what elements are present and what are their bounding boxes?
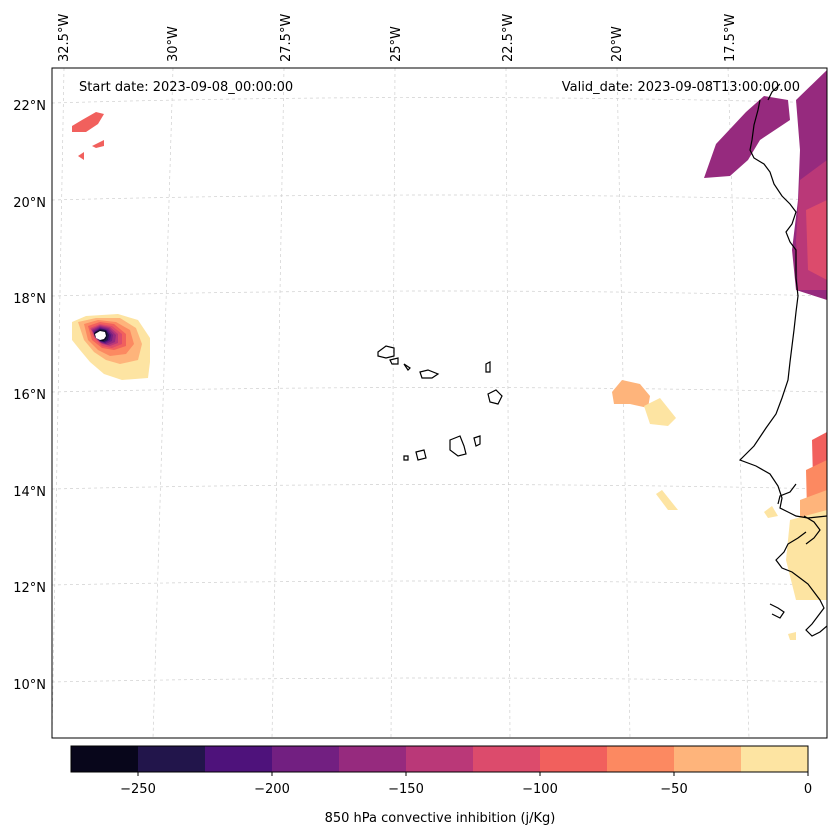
cin-patch <box>78 152 84 160</box>
lon-tick-17.5: 17.5°W <box>723 14 738 62</box>
map-area <box>52 68 827 738</box>
colorbar-swatch <box>272 746 340 772</box>
island-santo-antao <box>377 345 395 359</box>
colorbar-label: 850 hPa convective inhibition (j/Kg) <box>325 811 556 826</box>
colorbar-tick-label: 0 <box>804 782 812 797</box>
coastline-gambia <box>777 483 797 505</box>
lat-tick-12: 12°N <box>13 581 46 596</box>
island-sao-vicente <box>389 357 399 365</box>
colorbar-tick-label: −200 <box>254 782 290 797</box>
gridline-lat-14 <box>52 484 827 490</box>
colorbar-tick-label: −100 <box>522 782 558 797</box>
map-frame <box>51 67 828 739</box>
coastline-africa <box>738 99 827 519</box>
lon-tick-25: 25°W <box>389 26 404 62</box>
cin-patch <box>72 112 104 132</box>
gridline-lat-16 <box>52 387 827 393</box>
island-fogo <box>415 449 427 461</box>
gridline-lat-22 <box>52 97 827 104</box>
lon-tick-22.5: 22.5°W <box>501 14 516 62</box>
gridline-lat-18 <box>52 290 827 297</box>
lat-tick-18: 18°N <box>13 292 46 307</box>
coastline-guinea <box>775 531 827 637</box>
cin-contours <box>72 70 827 640</box>
colorbar-swatch <box>406 746 474 772</box>
start-date-text: Start date: 2023-09-08_00:00:00 <box>79 80 293 95</box>
lon-tick-32.5: 32.5°W <box>57 14 72 62</box>
cin-patch-small <box>764 506 778 518</box>
coastlines <box>738 83 827 637</box>
gridline-lon-30 <box>152 68 174 738</box>
cin-coastal-south <box>786 510 827 600</box>
gridline-lon-27.5 <box>271 68 285 738</box>
gridline-lon-32.5 <box>52 68 65 738</box>
colorbar-swatch <box>607 746 675 772</box>
coastline-bissau <box>803 515 821 545</box>
island-sao-nicolau <box>419 369 440 379</box>
colorbar-swatch <box>473 746 541 772</box>
colorbar-swatch <box>674 746 742 772</box>
colorbar-swatch <box>138 746 206 772</box>
graticule <box>52 68 827 738</box>
island-boa-vista <box>487 389 503 405</box>
lat-tick-22: 22°N <box>13 99 46 114</box>
lat-tick-20: 20°N <box>13 196 46 211</box>
gridline-lat-20 <box>52 194 827 201</box>
island-brava <box>403 455 409 461</box>
colorbar-tick-label: −250 <box>120 782 156 797</box>
lat-tick-labels: 22°N 20°N 18°N 16°N 14°N 12°N 10°N <box>13 99 46 693</box>
lon-tick-labels: 32.5°W 30°W 27.5°W 25°W 22.5°W 20°W 17.5… <box>57 14 738 62</box>
lon-tick-20: 20°W <box>610 26 625 62</box>
valid-date-text: Valid_date: 2023-09-08T13:00:00.00 <box>562 80 800 95</box>
lat-tick-16: 16°N <box>13 388 46 403</box>
island-santa-luzia <box>403 363 411 371</box>
cin-patch-small <box>788 632 796 640</box>
colorbar-swatch <box>205 746 273 772</box>
gridline-lon-22.5 <box>505 68 511 738</box>
colorbar-tick-label: −50 <box>660 782 687 797</box>
cin-patch-mid <box>656 490 678 510</box>
colorbar-tick-label: −150 <box>388 782 424 797</box>
cin-coastal-band <box>806 200 827 280</box>
island-sal <box>485 361 491 373</box>
lon-tick-30: 30°W <box>166 26 181 62</box>
island-maio <box>473 435 481 447</box>
lat-tick-10: 10°N <box>13 678 46 693</box>
cin-coastal-band <box>704 96 790 178</box>
colorbar-swatch <box>339 746 407 772</box>
gridline-lon-17.5 <box>727 68 750 738</box>
cin-patch-mid <box>644 398 676 426</box>
cin-patch-mid <box>612 380 650 408</box>
gridline-lon-25 <box>390 68 396 738</box>
lat-tick-14: 14°N <box>13 485 46 500</box>
gridline-lat-10 <box>52 677 827 683</box>
island-santiago <box>449 435 467 457</box>
gridline-lon-20 <box>616 68 631 738</box>
lon-tick-27.5: 27.5°W <box>279 14 294 62</box>
colorbar-swatch <box>71 746 139 772</box>
gridline-lat-12 <box>52 580 827 586</box>
colorbar-swatch <box>540 746 608 772</box>
cape-verde-islands <box>377 345 503 461</box>
coastline-islands <box>769 603 785 619</box>
cin-patch <box>92 140 104 148</box>
colorbar-frame <box>70 745 809 773</box>
colorbar <box>70 745 809 776</box>
colorbar-ticks: −250 −200 −150 −100 −50 0 <box>120 782 812 797</box>
cin-cyclone-eye <box>95 331 106 340</box>
coastline-north <box>767 83 781 101</box>
colorbar-swatch <box>741 746 809 772</box>
